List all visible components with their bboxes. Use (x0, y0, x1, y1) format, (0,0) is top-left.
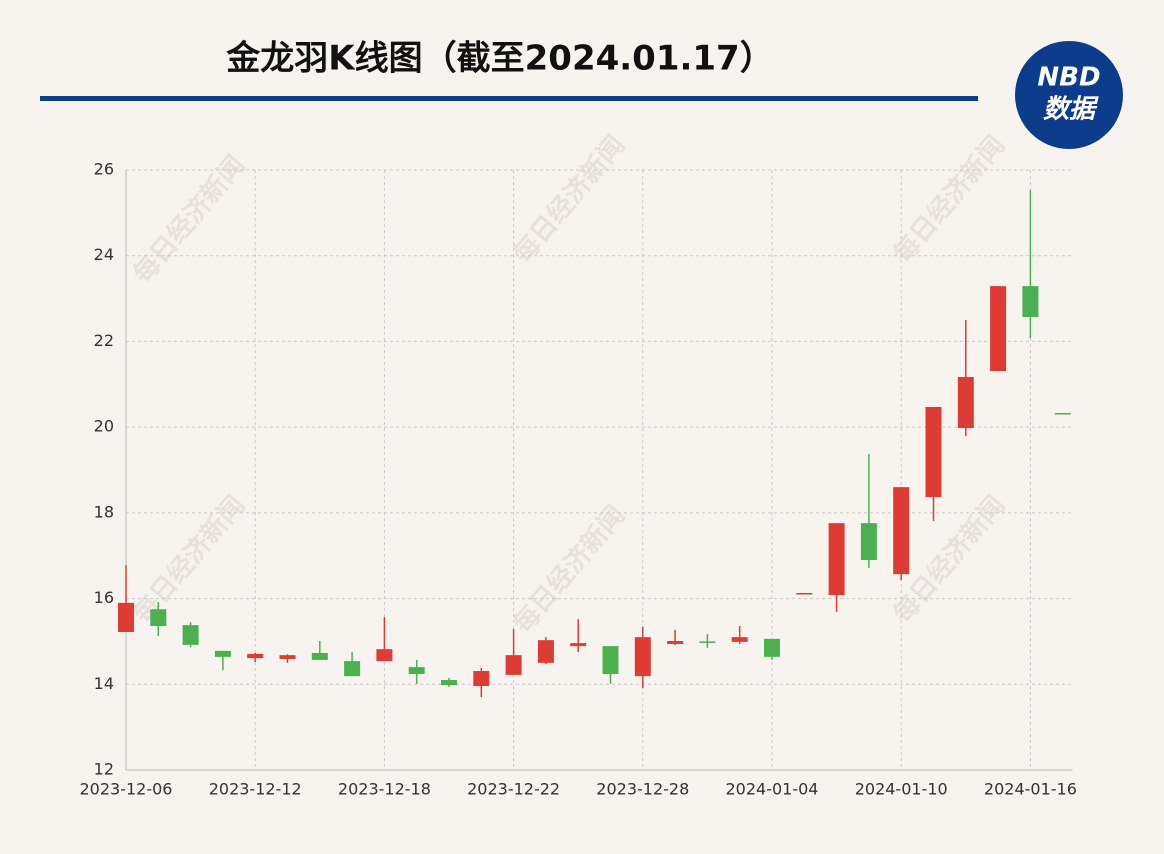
y-tick-label: 22 (94, 331, 114, 350)
candle-body (957, 377, 974, 428)
candle-body (893, 487, 910, 575)
candle-body (247, 653, 264, 659)
candle-body (473, 671, 490, 686)
y-tick-label: 16 (94, 588, 114, 607)
x-tick-label: 2024-01-04 (726, 780, 819, 799)
candle-body (1054, 413, 1071, 415)
x-tick-label: 2023-12-28 (596, 780, 689, 799)
y-tick-label: 24 (94, 245, 114, 264)
y-tick-label: 20 (94, 417, 114, 436)
candle-body (1022, 286, 1039, 317)
candle-body (634, 637, 651, 677)
candle-body (182, 625, 199, 645)
x-tick-label: 2024-01-16 (984, 780, 1077, 799)
candle-body (828, 523, 845, 596)
candle-body (505, 655, 522, 675)
candle-body (441, 680, 457, 686)
candle-body (118, 602, 134, 632)
candle-body (408, 667, 425, 674)
candle-body (376, 649, 393, 662)
candle-body (990, 286, 1007, 371)
candle-body (279, 655, 296, 659)
y-tick-label: 26 (94, 160, 114, 179)
x-tick-label: 2024-01-10 (855, 780, 948, 799)
x-tick-label: 2023-12-06 (80, 780, 173, 799)
title-rule (40, 96, 978, 101)
logo-text: NBD (1037, 63, 1100, 93)
y-tick-label: 12 (94, 760, 114, 779)
y-tick-label: 14 (94, 674, 114, 693)
logo-text: 数据 (1043, 95, 1099, 125)
candle-body (214, 650, 231, 657)
candle-body (925, 407, 942, 497)
candle-body (311, 653, 328, 660)
candle-body (699, 641, 716, 643)
candle-body (344, 661, 361, 677)
candle-body (150, 609, 167, 626)
x-tick-label: 2023-12-22 (467, 780, 560, 799)
candle-body (667, 641, 684, 644)
candle-body (731, 637, 748, 642)
y-tick-label: 18 (94, 502, 114, 521)
candle-body (764, 638, 780, 657)
candle-body (537, 640, 554, 663)
candle-body (602, 646, 619, 674)
candle-body (570, 643, 587, 647)
logo (1015, 41, 1123, 149)
x-tick-label: 2023-12-12 (209, 780, 302, 799)
x-tick-label: 2023-12-18 (338, 780, 431, 799)
chart-title: 金龙羽K线图（截至2024.01.17） (225, 39, 773, 79)
candle-body (796, 593, 813, 595)
candle-body (860, 523, 877, 560)
